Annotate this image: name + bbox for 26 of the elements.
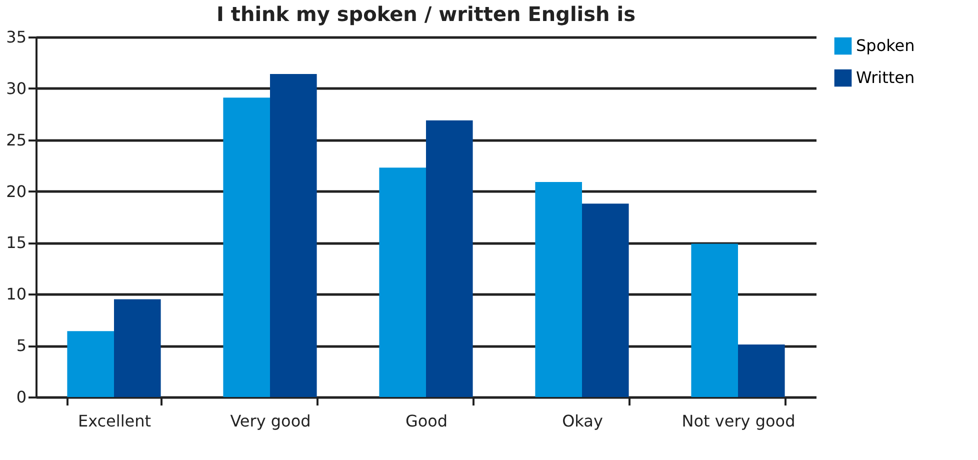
- bar: [738, 344, 785, 397]
- bar: [114, 299, 161, 397]
- y-tick-label: 10: [6, 284, 26, 304]
- y-tick-label: 5: [16, 336, 26, 356]
- y-tick-label: 35: [6, 28, 26, 46]
- x-tick-label: Okay: [562, 412, 603, 430]
- x-tick-label: Not very good: [682, 412, 796, 430]
- bar: [67, 331, 114, 397]
- y-tick-label: 15: [6, 233, 26, 252]
- y-tick-label: 20: [6, 182, 26, 201]
- bar: [691, 244, 738, 397]
- bar: [535, 182, 582, 397]
- bar: [426, 120, 473, 397]
- x-tick-label: Very good: [230, 412, 311, 430]
- y-tick-label: 0: [16, 388, 26, 406]
- bar: [270, 74, 317, 397]
- y-tick-label: 25: [6, 130, 26, 150]
- chart-title: I think my spoken / written English is: [216, 2, 636, 26]
- bar: [582, 204, 629, 397]
- x-tick-label: Good: [405, 412, 448, 430]
- bar: [379, 168, 426, 397]
- legend-label: Written: [856, 68, 915, 87]
- bar: [223, 98, 270, 397]
- legend-label: Spoken: [856, 36, 915, 55]
- x-tick-label: Excellent: [78, 412, 152, 430]
- y-tick-label: 30: [6, 78, 26, 98]
